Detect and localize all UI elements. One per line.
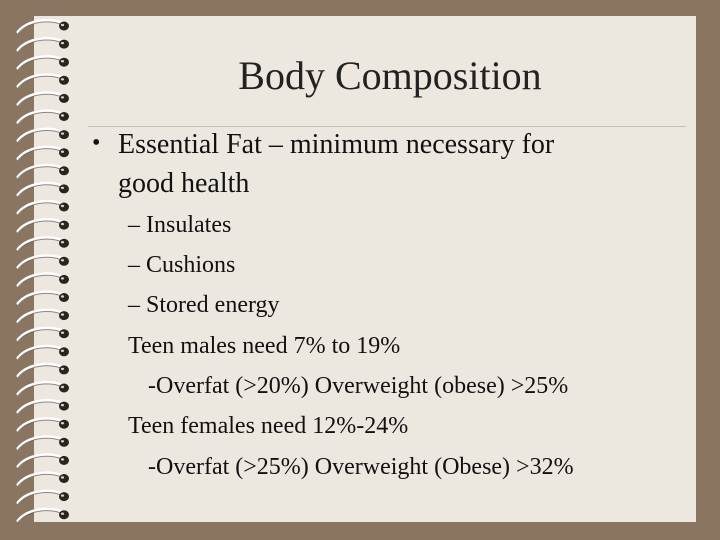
spiral-ring [16,91,69,107]
sub-point-insulates: – Insulates [128,212,232,238]
spiral-ring [16,37,69,52]
spiral-binding [16,18,69,523]
spiral-ring [16,18,69,34]
males-detail-text: -Overfat (>20%) Overweight (obese) >25% [148,373,569,399]
spiral-ring [16,507,69,523]
spiral-ring [16,145,69,161]
main-point-line-1: Essential Fat – minimum necessary for [118,129,555,160]
bullet-marker: • [92,130,101,156]
spiral-ring [16,344,69,360]
spiral-ring [16,417,69,433]
sub-point-stored-energy: – Stored energy [128,292,280,318]
title-divider [88,126,686,127]
spiral-ring [16,453,69,469]
spiral-ring [16,127,69,143]
sub-point-cushions: – Cushions [128,252,236,278]
spiral-ring [16,254,69,270]
spiral-ring [16,272,69,288]
notebook-page [34,16,696,522]
spiral-ring [16,163,69,179]
spiral-ring [16,290,69,306]
spiral-ring [16,73,69,89]
spiral-ring [16,55,69,71]
spiral-ring [16,326,69,342]
slide-title: Body Composition [238,53,542,98]
males-need-text: Teen males need 7% to 19% [128,333,401,359]
females-need-text: Teen females need 12%-24% [128,413,409,439]
spiral-ring [16,489,69,505]
females-detail-text: -Overfat (>25%) Overweight (Obese) >32% [148,454,574,480]
main-point-line-2: good health [118,168,250,199]
spiral-ring [16,435,69,451]
spiral-ring [16,199,69,215]
spiral-ring [16,308,69,324]
spiral-ring [16,181,69,197]
spiral-ring [16,218,69,233]
spiral-ring [16,471,69,487]
spiral-ring [16,236,69,252]
spiral-ring [16,399,69,414]
spiral-ring [16,109,69,125]
spiral-ring [16,362,69,378]
spiral-ring [16,380,69,396]
